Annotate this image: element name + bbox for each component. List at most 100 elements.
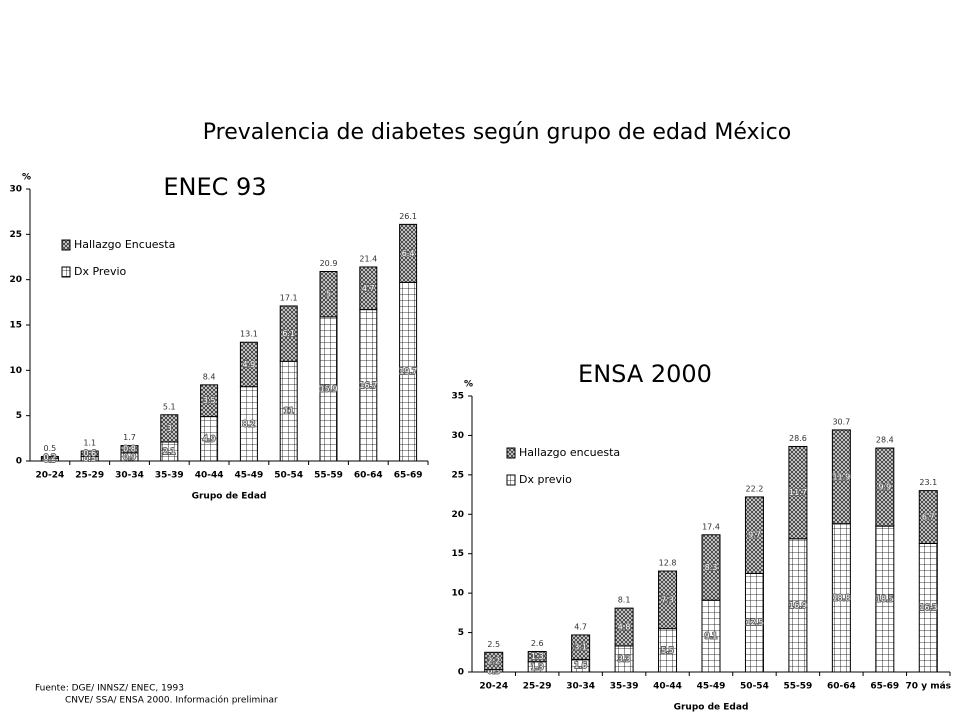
x-tick-label: 40-44	[195, 471, 224, 481]
segment-label: 2.2	[487, 656, 500, 665]
segment-label: 0.8	[123, 445, 136, 454]
bar-segment	[918, 490, 938, 544]
legend-label: Hallazgo encuesta	[519, 446, 620, 459]
segment-label: 18.5	[876, 595, 894, 604]
x-tick-label: 70 y más	[906, 682, 951, 692]
x-tick-label: 20-24	[36, 471, 65, 481]
total-label: 13.1	[240, 330, 258, 339]
total-label: 1.1	[83, 439, 96, 448]
y-tick-label: 30	[9, 185, 22, 195]
x-tick-label: 40-44	[653, 682, 682, 692]
total-label: 28.4	[876, 436, 894, 445]
x-tick-label: 65-69	[394, 471, 423, 481]
x-tick-label: 65-69	[870, 682, 899, 692]
x-axis-label: Grupo de Edad	[674, 703, 749, 713]
bar-segment	[788, 445, 808, 540]
segment-label: 9.1	[705, 632, 718, 641]
segment-label: 0.3	[44, 455, 57, 464]
segment-label: 3.5	[203, 396, 216, 405]
y-tick-label: 5	[16, 411, 22, 421]
bar-segment	[399, 223, 418, 283]
source-line: CNVE/ SSA/ ENSA 2000. Información prelim…	[65, 695, 278, 706]
segment-label: 11.9	[832, 472, 850, 481]
y-tick-label: 15	[9, 321, 22, 331]
segment-label: 0.3	[487, 666, 500, 675]
total-label: 20.9	[320, 259, 338, 268]
total-label: 4.7	[574, 622, 587, 631]
bar-segment	[744, 496, 764, 574]
segment-label: 11.7	[789, 488, 807, 497]
segment-label: 6.1	[282, 329, 295, 338]
x-axis-label: Grupo de Edad	[192, 492, 267, 502]
total-label: 1.7	[123, 433, 136, 442]
y-tick-label: 35	[451, 392, 464, 402]
segment-label: 11	[284, 407, 294, 416]
x-tick-label: 50-54	[740, 682, 769, 692]
bar-segment	[831, 429, 851, 525]
segment-label: 7.3	[661, 595, 674, 604]
legend-label: Dx Previo	[74, 265, 127, 278]
segment-label: 2.1	[163, 447, 176, 456]
segment-label: 18.8	[832, 593, 850, 602]
segment-label: 16.3	[919, 603, 937, 612]
bar-segment	[279, 305, 298, 362]
bar-segment	[359, 266, 378, 311]
bar-segment	[40, 455, 59, 459]
legend-swatch	[506, 474, 516, 486]
segment-label: 0.5	[83, 454, 96, 463]
segment-label: 5	[326, 290, 331, 299]
segment-label: 12.5	[746, 618, 764, 627]
y-tick-label: 0	[16, 457, 22, 467]
segment-label: 3	[167, 424, 172, 433]
bar-segment	[701, 534, 721, 601]
legend-swatch	[506, 447, 516, 459]
total-label: 30.7	[832, 417, 850, 426]
segment-label: 0.9	[123, 452, 136, 461]
segment-label: 5.5	[661, 646, 674, 655]
total-label: 2.5	[487, 640, 500, 649]
total-label: 17.4	[702, 522, 720, 531]
segment-label: 4.8	[618, 623, 631, 632]
x-tick-label: 45-49	[697, 682, 726, 692]
total-label: 22.2	[746, 484, 764, 493]
main-title: Prevalencia de diabetes según grupo de e…	[203, 120, 791, 145]
x-tick-label: 50-54	[274, 471, 303, 481]
segment-label: 0.2	[44, 453, 57, 462]
chart-title: ENEC 93	[163, 173, 266, 201]
total-label: 17.1	[280, 293, 298, 302]
y-axis-label: %	[464, 380, 473, 390]
total-label: 23.1	[919, 478, 937, 487]
bar-segment	[160, 414, 179, 443]
y-tick-label: 20	[451, 510, 464, 520]
y-tick-label: 20	[9, 275, 22, 285]
x-tick-label: 55-59	[314, 471, 343, 481]
x-tick-label: 55-59	[784, 682, 813, 692]
y-tick-label: 25	[9, 230, 22, 240]
x-tick-label: 35-39	[610, 682, 639, 692]
x-tick-label: 25-29	[523, 682, 552, 692]
segment-label: 16.9	[789, 601, 807, 610]
segment-label: 4.9	[203, 434, 216, 443]
x-tick-label: 30-34	[115, 471, 144, 481]
bar-segment	[658, 570, 678, 630]
segment-label: 15.9	[320, 384, 338, 393]
segment-label: 4.9	[243, 360, 256, 369]
total-label: 8.4	[203, 372, 216, 381]
total-label: 2.6	[531, 639, 544, 648]
total-label: 0.5	[44, 444, 57, 453]
x-tick-label: 20-24	[479, 682, 508, 692]
bar-segment	[239, 341, 258, 388]
segment-label: 16.7	[359, 381, 377, 390]
segment-label: 1.6	[574, 661, 587, 670]
total-label: 26.1	[399, 212, 417, 221]
bar-segment	[200, 384, 219, 418]
segment-label: 8.3	[705, 563, 718, 572]
bar-segment	[875, 447, 895, 527]
chart-title: ENSA 2000	[578, 360, 712, 388]
segment-label: 4.7	[362, 284, 375, 293]
segment-label: 19.7	[399, 367, 417, 376]
y-tick-label: 0	[458, 668, 464, 678]
bar-segment	[80, 450, 99, 457]
total-label: 21.4	[359, 254, 377, 263]
segment-label: 0.6	[83, 449, 96, 458]
